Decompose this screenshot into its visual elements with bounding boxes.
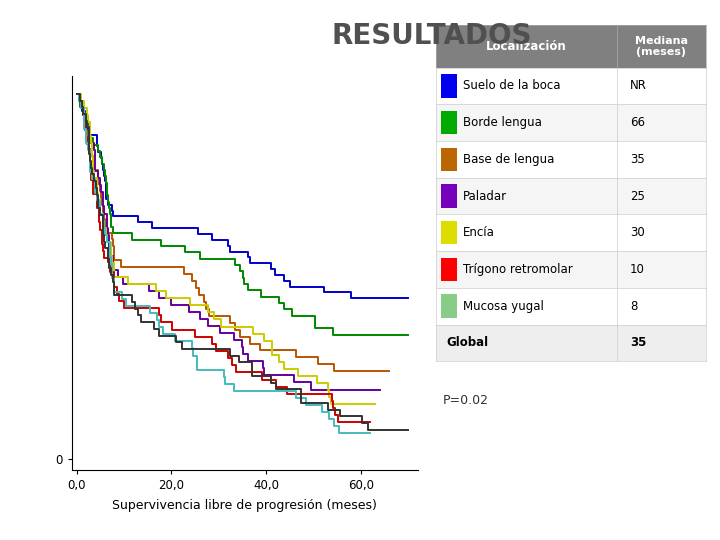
- Text: Mediana
(meses): Mediana (meses): [634, 36, 688, 57]
- Text: Paladar: Paladar: [462, 190, 507, 202]
- Text: 35: 35: [630, 336, 647, 349]
- Text: 35: 35: [630, 153, 644, 166]
- Text: Global: Global: [446, 336, 489, 349]
- Text: 8: 8: [630, 300, 637, 313]
- Text: 25: 25: [630, 190, 645, 202]
- Text: RESULTADOS: RESULTADOS: [332, 22, 532, 50]
- Text: 10: 10: [630, 263, 645, 276]
- Text: Borde lengua: Borde lengua: [462, 116, 541, 129]
- Text: P=0.02: P=0.02: [443, 394, 489, 407]
- Text: Suelo de la boca: Suelo de la boca: [462, 79, 560, 92]
- Text: 66: 66: [630, 116, 645, 129]
- X-axis label: Supervivencia libre de progresión (meses): Supervivencia libre de progresión (meses…: [112, 499, 377, 512]
- Text: NR: NR: [630, 79, 647, 92]
- Text: 30: 30: [630, 226, 644, 239]
- Text: Mucosa yugal: Mucosa yugal: [462, 300, 544, 313]
- Text: Trígono retromolar: Trígono retromolar: [462, 263, 572, 276]
- Text: Base de lengua: Base de lengua: [462, 153, 554, 166]
- Text: Encía: Encía: [462, 226, 495, 239]
- Text: Localización: Localización: [486, 40, 567, 53]
